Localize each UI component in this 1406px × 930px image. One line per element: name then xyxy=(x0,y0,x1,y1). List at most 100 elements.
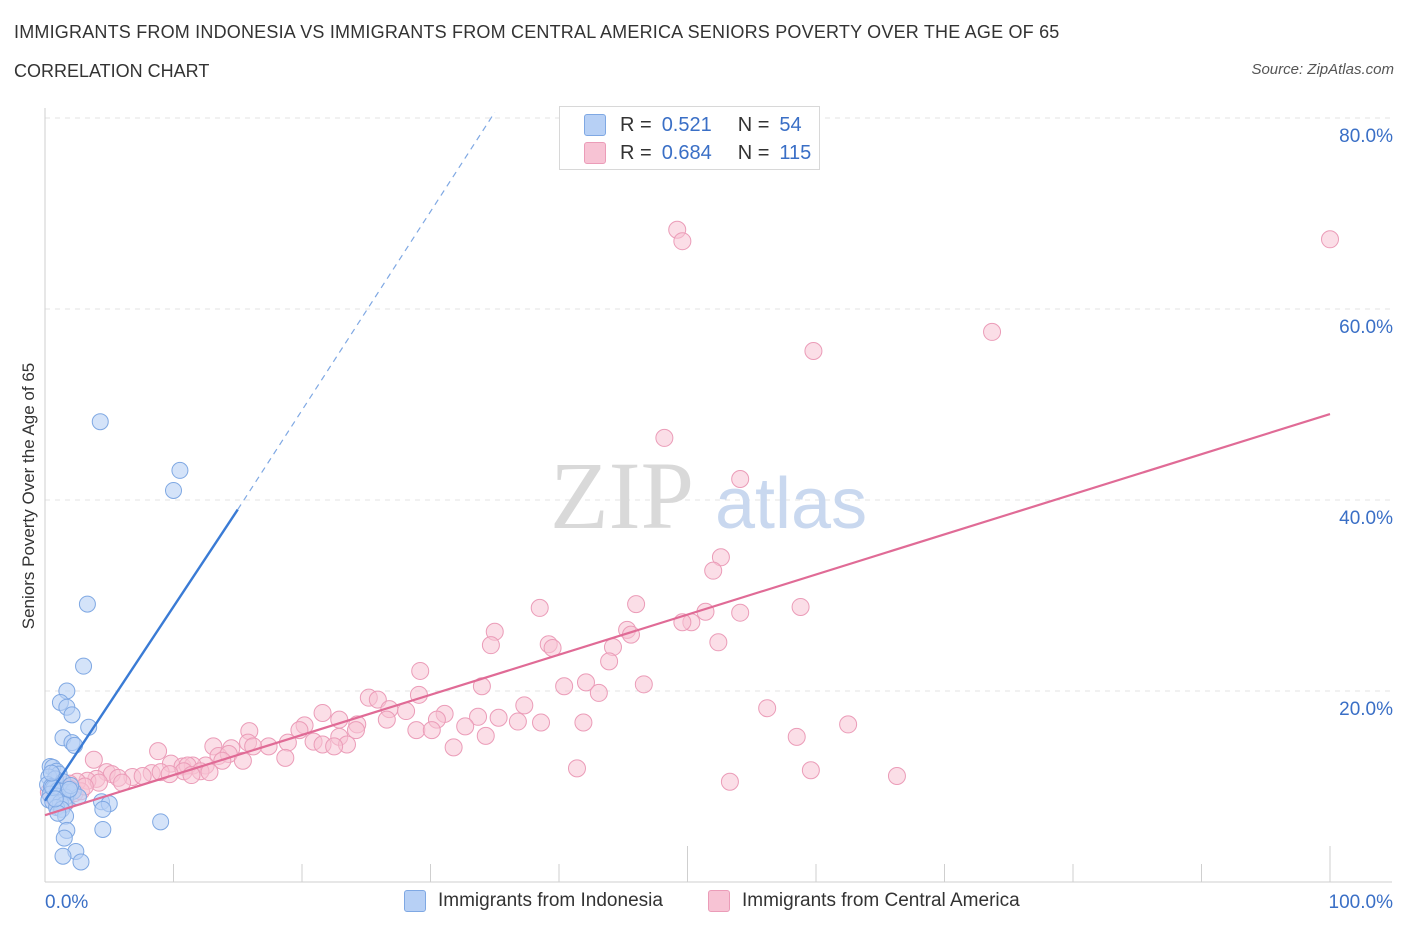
data-point-central-america xyxy=(731,603,750,622)
series-indonesia-points xyxy=(39,413,189,871)
data-point-central-america xyxy=(233,751,252,770)
data-point-central-america xyxy=(508,712,527,731)
series-legend-label: Immigrants from Indonesia xyxy=(438,890,663,911)
data-point-central-america xyxy=(711,548,730,567)
source-label: Source: ZipAtlas.com xyxy=(1251,61,1394,78)
series-legend-swatch-blue xyxy=(404,890,426,912)
series-legend-item-indonesia: Immigrants from Indonesia xyxy=(404,890,663,912)
data-point-central-america xyxy=(791,597,810,616)
data-point-indonesia xyxy=(55,829,73,847)
data-point-central-america xyxy=(481,636,500,655)
data-point-central-america xyxy=(804,342,823,361)
data-point-central-america xyxy=(1321,230,1339,249)
data-point-central-america xyxy=(887,766,906,785)
data-point-indonesia xyxy=(91,413,109,431)
legend-r-value: 0.521 xyxy=(661,113,712,136)
data-point-indonesia xyxy=(94,800,112,818)
data-point-central-america xyxy=(589,683,608,702)
legend-r-value: 0.684 xyxy=(661,141,712,164)
series-legend-swatch-pink xyxy=(708,890,730,912)
legend-n-label: N = xyxy=(737,113,770,136)
data-point-central-america xyxy=(567,759,586,778)
legend-row-central-america: R = 0.684 N = 115 xyxy=(584,141,811,165)
trend-lines xyxy=(43,111,1331,817)
data-point-central-america xyxy=(411,661,430,680)
data-point-central-america xyxy=(444,738,463,757)
data-point-central-america xyxy=(720,772,739,791)
data-point-central-america xyxy=(600,652,619,671)
data-point-indonesia xyxy=(94,820,112,838)
data-point-central-america xyxy=(758,699,777,718)
data-point-central-america xyxy=(576,673,595,692)
data-point-central-america xyxy=(801,761,820,780)
chart-subtitle: CORRELATION CHART xyxy=(14,61,210,81)
data-point-central-america xyxy=(489,708,508,727)
y-tick-labels: 20.0% 40.0% 60.0% 80.0% xyxy=(1339,126,1393,720)
data-point-central-america xyxy=(422,721,441,740)
legend-n-value: 115 xyxy=(779,141,812,164)
data-point-indonesia xyxy=(60,780,78,798)
data-point-central-america xyxy=(476,726,495,745)
y-tick-label: 20.0% xyxy=(1339,699,1393,720)
axes xyxy=(44,108,1392,883)
data-point-central-america xyxy=(407,721,426,740)
data-point-central-america xyxy=(731,469,750,488)
data-point-central-america xyxy=(574,713,593,732)
data-point-central-america xyxy=(634,675,653,694)
data-point-central-america xyxy=(839,715,858,734)
data-point-central-america xyxy=(532,713,551,732)
watermark-zip: ZIP xyxy=(550,442,694,549)
series-legend-label: Immigrants from Central America xyxy=(742,890,1020,911)
data-point-central-america xyxy=(469,707,488,726)
chart-title: IMMIGRANTS FROM INDONESIA VS IMMIGRANTS … xyxy=(14,22,1060,42)
x-tick-label: 100.0% xyxy=(1329,892,1394,913)
data-point-central-america xyxy=(555,677,574,696)
data-point-indonesia xyxy=(165,481,182,499)
y-tick-label: 40.0% xyxy=(1339,508,1393,529)
x-tick-label: 0.0% xyxy=(45,892,88,913)
legend-n-label: N = xyxy=(737,141,770,164)
series-legend: Immigrants from Indonesia Immigrants fro… xyxy=(0,890,1406,916)
correlation-legend: R = 0.521 N = 54 R = 0.684 N = 115 xyxy=(559,106,820,170)
legend-n-value: 54 xyxy=(779,113,802,136)
x-tick-labels: 0.0% 100.0% xyxy=(45,892,1393,913)
data-point-central-america xyxy=(84,750,103,769)
data-point-central-america xyxy=(530,598,549,617)
data-point-indonesia xyxy=(152,813,170,831)
y-tick-label: 60.0% xyxy=(1339,317,1393,338)
data-point-central-america xyxy=(368,690,387,709)
data-point-central-america xyxy=(149,742,168,761)
data-point-central-america xyxy=(377,710,396,729)
y-tick-label: 80.0% xyxy=(1339,126,1393,147)
trend-line-indonesia xyxy=(43,508,239,802)
data-point-central-america xyxy=(673,232,692,251)
y-axis-label: Seniors Poverty Over the Age of 65 xyxy=(19,363,38,629)
data-point-central-america xyxy=(627,595,646,614)
data-point-central-america xyxy=(456,717,475,736)
data-point-central-america xyxy=(655,428,674,447)
legend-r-label: R = xyxy=(620,113,652,136)
legend-swatch-pink xyxy=(584,142,606,164)
data-point-indonesia xyxy=(75,657,93,675)
data-point-central-america xyxy=(346,721,365,740)
data-point-central-america xyxy=(276,748,295,767)
series-legend-item-central-america: Immigrants from Central America xyxy=(708,890,1020,912)
data-point-central-america xyxy=(515,696,534,715)
legend-swatch-blue xyxy=(584,114,606,136)
legend-row-indonesia: R = 0.521 N = 54 xyxy=(584,113,802,137)
data-point-central-america xyxy=(787,727,806,746)
trend-line-central-america xyxy=(44,412,1331,817)
legend-r-label: R = xyxy=(620,141,652,164)
data-point-central-america xyxy=(709,633,728,652)
data-point-indonesia xyxy=(42,764,60,782)
data-point-indonesia xyxy=(54,847,72,865)
data-point-indonesia xyxy=(78,595,96,613)
data-point-indonesia xyxy=(171,461,189,479)
data-point-central-america xyxy=(325,737,344,756)
watermark: ZIP atlas xyxy=(550,442,867,549)
data-point-central-america xyxy=(983,322,1002,341)
data-point-central-america xyxy=(704,561,723,580)
data-point-indonesia xyxy=(66,736,84,754)
data-point-central-america xyxy=(313,703,332,722)
